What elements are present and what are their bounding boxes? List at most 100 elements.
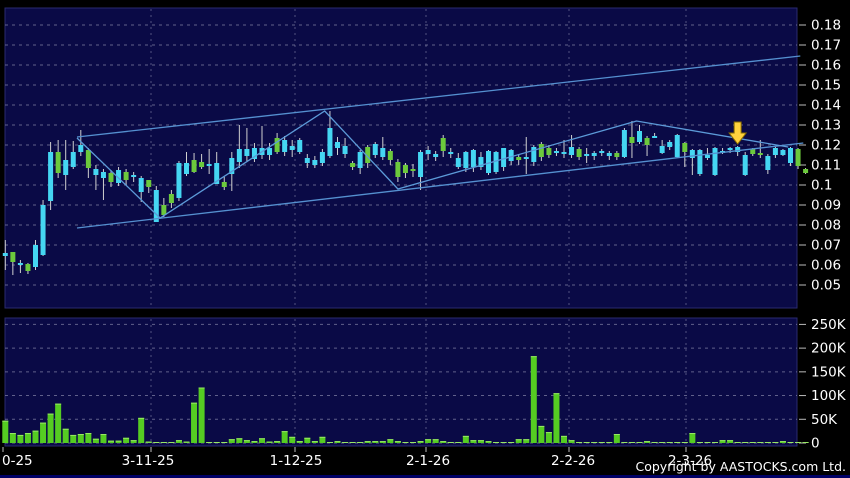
candle-body-cyan <box>599 151 605 153</box>
volume-bar <box>281 431 288 443</box>
candle-body-cyan <box>48 152 54 201</box>
date-label: 2-1-26 <box>406 453 450 469</box>
candle-body-cyan <box>561 152 567 154</box>
trendline-lower <box>76 142 804 229</box>
date-label: 0-25 <box>2 453 33 469</box>
price-axis-label: 0.08 <box>811 218 841 234</box>
volume-bar <box>40 422 47 443</box>
candle-body-cyan <box>63 160 69 175</box>
candle-body-cyan <box>138 178 144 192</box>
candle-body-cyan <box>606 153 612 156</box>
candle-body-cyan <box>637 131 642 142</box>
candle-body-cyan <box>251 148 257 159</box>
volume-axis-label: 200K <box>811 341 847 357</box>
volume-bar <box>55 403 62 443</box>
volume-bar <box>228 439 235 443</box>
candle-body-cyan <box>742 155 748 175</box>
candle-body-green <box>350 163 356 167</box>
volume-axis-labels: 250K 200K 150K 100K 50K 0 <box>799 317 847 452</box>
candle-body-green <box>199 162 205 167</box>
candle-body-green <box>365 147 371 163</box>
candle-body-cyan <box>591 153 597 156</box>
candle-body-green <box>410 169 416 171</box>
volume-bar <box>243 440 250 443</box>
volume-bar <box>17 434 24 443</box>
volume-bar <box>530 356 537 443</box>
volume-bar <box>47 413 54 443</box>
volume-bar <box>462 435 469 443</box>
candle-body-green <box>191 160 197 172</box>
candle-body-cyan <box>342 146 348 154</box>
volume-bar <box>689 433 696 443</box>
candle-body-cyan <box>327 128 333 156</box>
candle-body-green <box>123 172 129 180</box>
candle-body-cyan <box>425 150 431 154</box>
volume-bar <box>477 440 484 443</box>
date-labels: 0-25 3-11-25 1-12-25 2-1-26 2-2-26 2-3-26 <box>2 447 712 469</box>
candle-body-green <box>795 149 801 166</box>
volume-bar <box>387 439 394 443</box>
candle-body-cyan <box>689 150 695 158</box>
candle-body-cyan <box>470 150 476 167</box>
volume-bar <box>198 387 205 443</box>
candle-body-cyan <box>493 152 499 172</box>
volume-bar <box>470 440 477 443</box>
candle-body-green <box>516 157 522 160</box>
price-axis-label: 0.17 <box>811 38 841 54</box>
candle-body-cyan <box>772 148 778 155</box>
candle-body-cyan <box>93 169 99 175</box>
volume-bar <box>613 433 620 443</box>
volume-axis-label: 150K <box>811 364 847 380</box>
candle-body-green <box>387 151 393 160</box>
candle-body-green <box>682 143 688 152</box>
candle-body-green <box>440 138 446 151</box>
candle-body-green <box>108 173 114 182</box>
bottom-edge-strip <box>0 475 850 478</box>
volume-bar <box>2 420 9 443</box>
volume-bar <box>319 436 326 443</box>
candle-body-cyan <box>584 154 590 156</box>
month-gridlines <box>150 9 687 445</box>
candle-body-cyan <box>100 172 106 178</box>
candle-body-cyan <box>652 136 658 138</box>
volume-bar <box>719 440 726 443</box>
candle-body-cyan <box>553 151 559 153</box>
candle-body-cyan <box>116 170 122 183</box>
volume-bar <box>304 437 311 443</box>
volume-bar <box>115 440 122 443</box>
date-label: 2-2-26 <box>551 453 595 469</box>
volume-bar <box>425 439 432 443</box>
date-label: 1-12-25 <box>270 453 323 469</box>
price-axis-label: 0.15 <box>811 78 841 94</box>
candle-body-cyan <box>372 144 378 155</box>
candle-body-cyan <box>478 157 484 167</box>
price-axis-labels: 0.18 0.17 0.16 0.15 0.14 0.13 0.12 0.11 0.1 0.09 0… <box>799 18 841 294</box>
candle-body-cyan <box>667 142 673 147</box>
candle-body-cyan <box>312 160 318 165</box>
candle-body-cyan <box>70 152 76 167</box>
volume-axis-label: 50K <box>811 412 838 428</box>
volume-bar <box>138 417 145 443</box>
candle-body-cyan <box>304 158 310 163</box>
candle-body-green <box>402 165 408 173</box>
candle-body-green <box>803 169 809 173</box>
volume-bar <box>515 439 522 443</box>
candle-body-cyan <box>319 152 325 163</box>
volume-bar <box>289 436 296 443</box>
volume-bars <box>2 356 809 443</box>
volume-bar <box>77 433 84 443</box>
candle-body-cyan <box>244 149 250 156</box>
volume-bar <box>85 433 92 443</box>
volume-bar <box>523 439 530 443</box>
candle-body-cyan <box>704 155 710 158</box>
volume-bar <box>568 440 575 443</box>
volume-axis-label: 250K <box>811 317 847 333</box>
candle-body-cyan <box>531 147 537 162</box>
volume-bar <box>92 438 99 443</box>
price-axis-label: 0.18 <box>811 18 841 34</box>
candle-body-cyan <box>40 205 46 255</box>
zigzag-line <box>76 110 789 219</box>
candle-body-cyan <box>508 150 514 161</box>
candle-body-cyan <box>780 150 786 155</box>
